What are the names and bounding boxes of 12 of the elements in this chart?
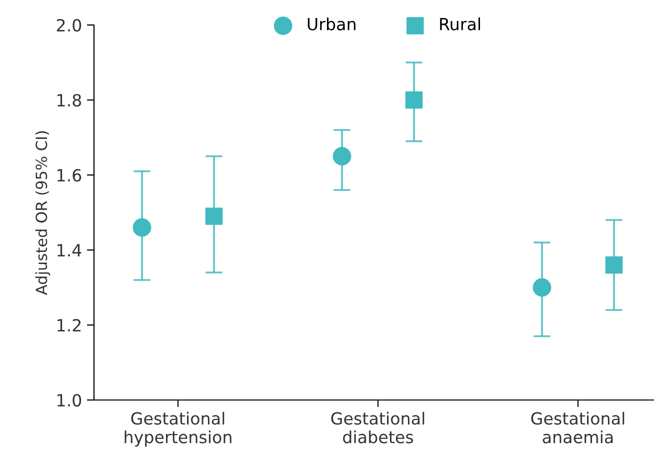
x-tick-label: Gestational hypertension	[124, 412, 232, 447]
y-tick-label: 1.8	[58, 94, 82, 107]
legend-label: Urban	[308, 18, 356, 30]
y-tick-label: 2.0	[56, 18, 82, 32]
y-tick-label: 1.2	[58, 318, 81, 332]
y-tick-label: 1.6	[58, 168, 82, 182]
x-tick-label: Gestational diabetes	[331, 412, 424, 444]
y-axis-title: Adjusted OR (95% CI)	[35, 131, 50, 295]
x-tick-label: Gestational anaemia	[531, 412, 624, 444]
legend-label: Rural	[440, 18, 480, 30]
y-tick-label: 1.4	[58, 244, 82, 256]
y-tick-label: 1.0	[58, 394, 82, 407]
